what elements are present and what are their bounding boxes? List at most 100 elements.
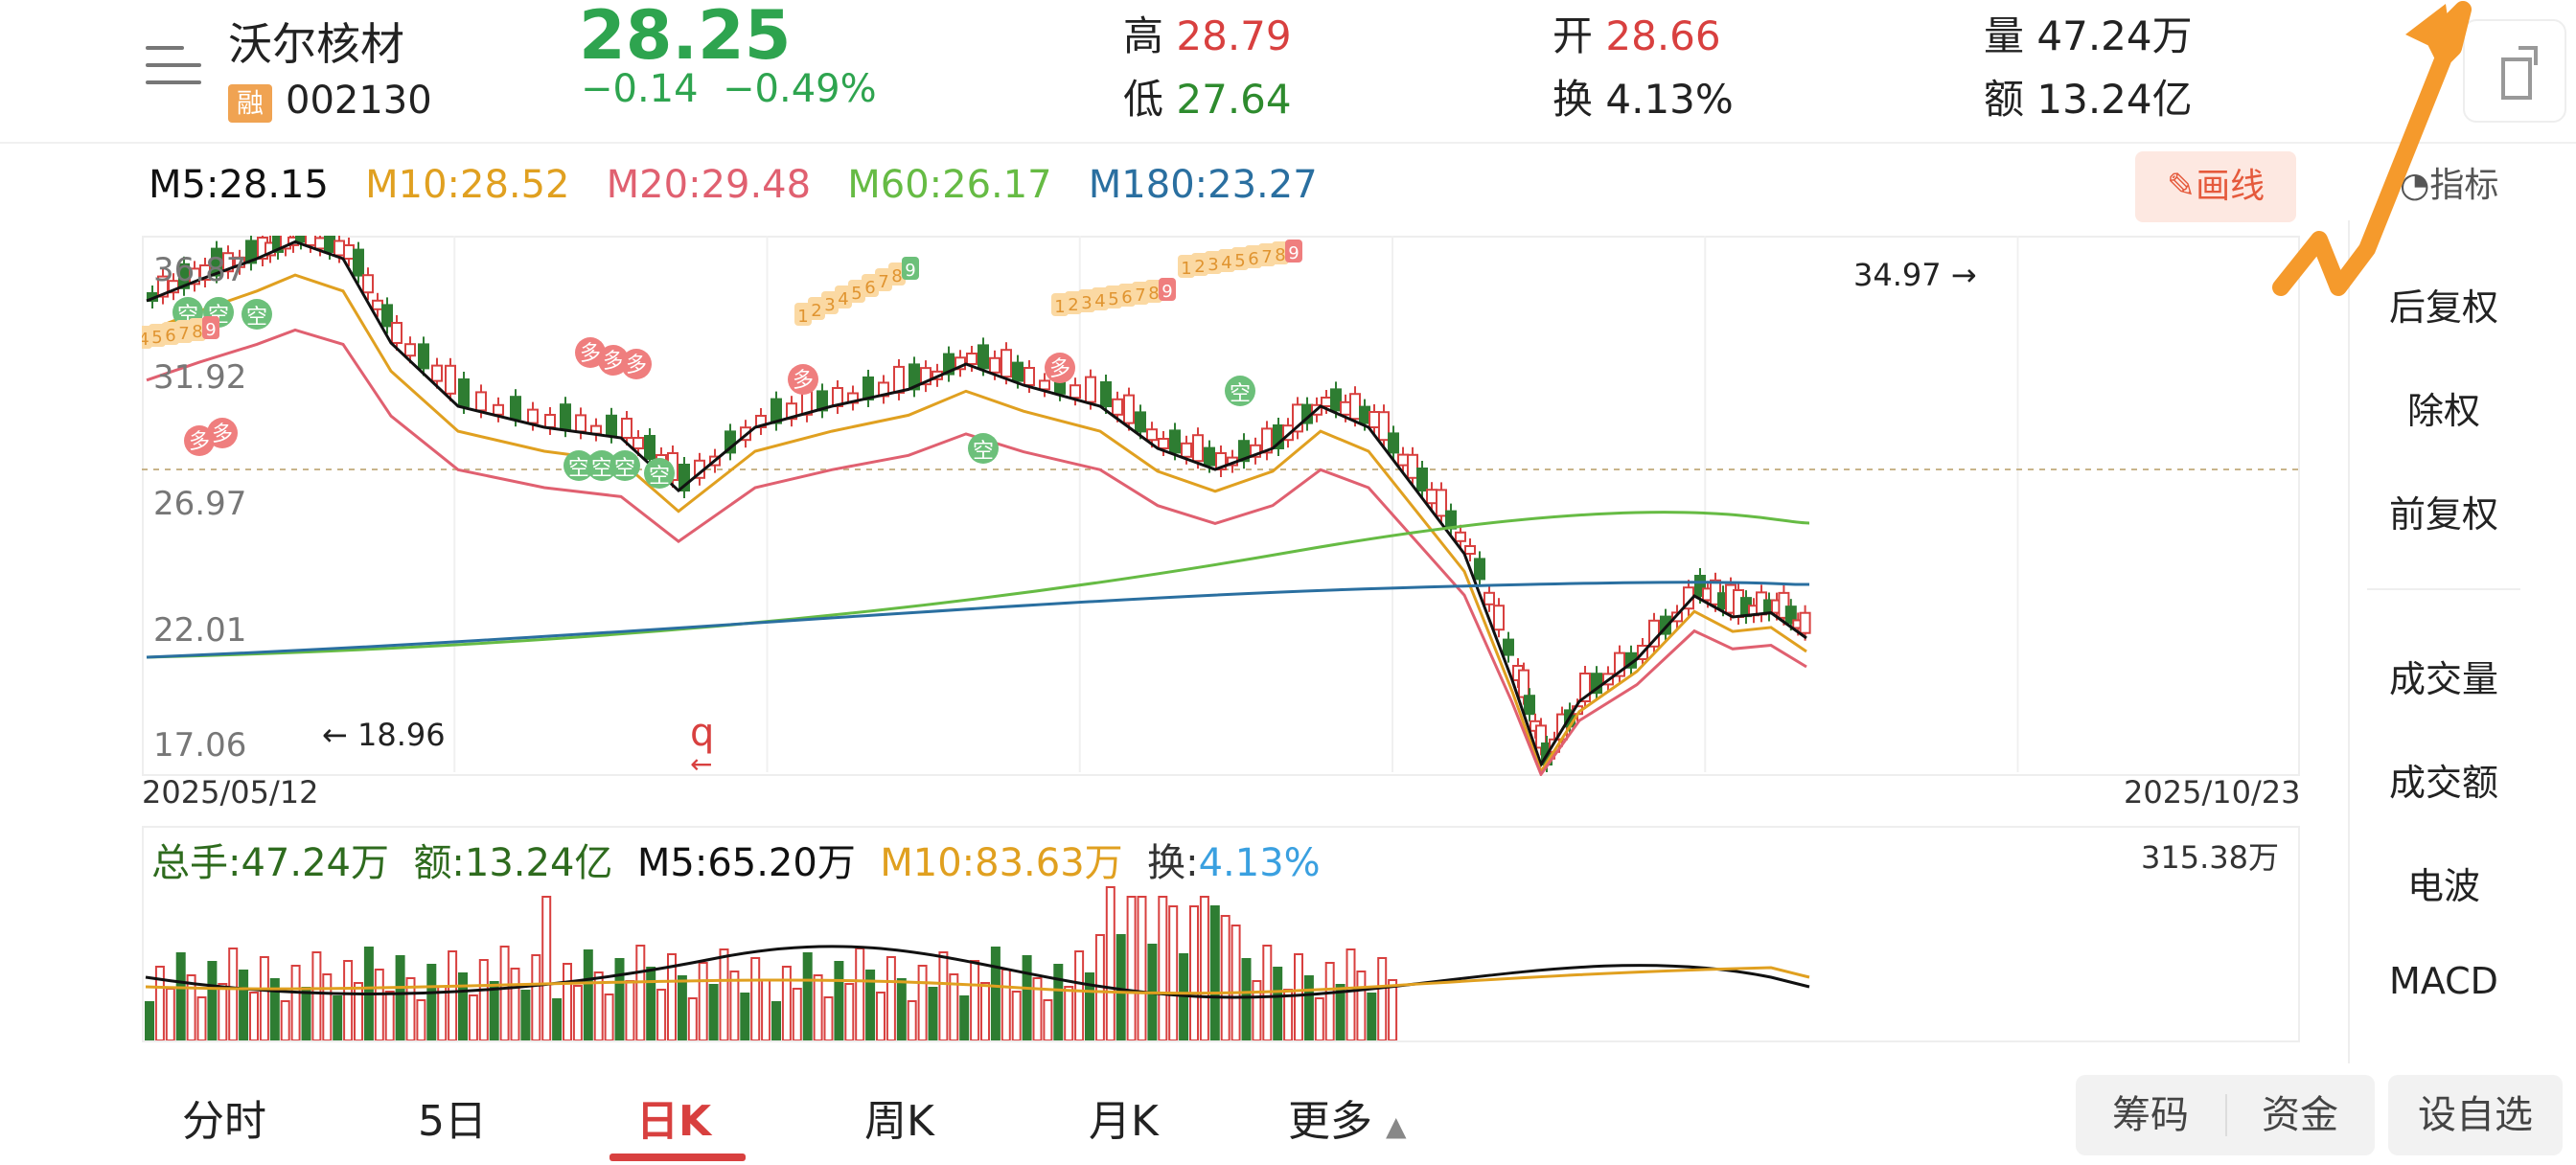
menu-forward-adjust[interactable]: 前复权 (2388, 493, 2498, 536)
kline-chart-frame (142, 236, 2300, 776)
sequence-label: 9 (905, 261, 915, 281)
volume-bar (625, 980, 635, 1040)
candle-body (343, 244, 355, 260)
volume-value: 47.24万 (2036, 12, 2193, 59)
volume-bar (646, 967, 656, 1040)
candle-body (458, 378, 470, 407)
sequence-badge (808, 297, 825, 320)
sequence-badge (1285, 240, 1302, 263)
kong-signal-label: 空 (591, 457, 612, 481)
volume-bar (1273, 967, 1283, 1040)
volume-bar (677, 975, 687, 1040)
kong-signal-label: 空 (246, 306, 267, 330)
candle-body (1368, 411, 1380, 428)
volume-bar (959, 995, 970, 1040)
y-tick-2: 31.92 (153, 358, 247, 397)
kong-signal-bubble (968, 433, 999, 464)
sequence-label: 9 (205, 320, 216, 340)
change-percent: −0.49% (723, 67, 877, 111)
chips-funds-group: 筹码 资金 (2076, 1075, 2375, 1155)
tab-more[interactable]: 更多 ▲ (1288, 1086, 1407, 1148)
kong-signal-bubble (564, 450, 594, 481)
menu-ex-rights[interactable]: 除权 (2406, 390, 2480, 432)
low-marker-value: 18.96 (356, 717, 446, 753)
candle-body (372, 299, 383, 310)
candle-body (1169, 429, 1181, 454)
sequence-badge (1272, 241, 1289, 264)
sequence-badge (835, 286, 852, 308)
ma20-value: M20:29.48 (606, 163, 812, 207)
sequence-label: 8 (1275, 245, 1285, 265)
candle-body (770, 398, 782, 424)
sequence-label: 1 (1181, 259, 1191, 279)
candle-body (1192, 434, 1204, 463)
ma10-line (146, 273, 1807, 775)
sequence-badge (1218, 249, 1235, 272)
sequence-badge (1159, 278, 1176, 301)
volume-bar (458, 972, 468, 1040)
volume-bar (1388, 979, 1398, 1040)
sequence-label: 3 (1081, 293, 1092, 313)
menu-amount[interactable]: 成交额 (2388, 762, 2498, 804)
sequence-badge (1231, 247, 1249, 270)
candle-body (1484, 591, 1495, 605)
volume-bar (1032, 977, 1043, 1040)
candle-body (295, 236, 307, 243)
sequence-badge (202, 316, 219, 339)
tab-timeshare[interactable]: 分时 (182, 1097, 266, 1146)
menu-macd[interactable]: MACD (2389, 960, 2498, 1002)
sequence-label: 7 (1261, 247, 1272, 267)
tab-daily-k[interactable]: 日K (636, 1097, 712, 1146)
sequence-badge (175, 320, 193, 343)
candle-body (1024, 367, 1035, 386)
volume-bar (844, 983, 855, 1040)
volume-label: 量 (1984, 12, 2025, 59)
volume-bar (437, 986, 448, 1040)
header-divider (0, 142, 2576, 144)
volume-bar (1199, 896, 1209, 1040)
volume-bar (656, 989, 667, 1040)
duo-signal-label: 多 (626, 354, 647, 377)
volume-bar (259, 956, 269, 1040)
sequence-label: 1 (1054, 297, 1065, 317)
sequence-label: 6 (1121, 287, 1132, 308)
volume-bar (719, 948, 729, 1040)
volume-bar (687, 997, 698, 1040)
duo-signal-label: 多 (793, 369, 814, 393)
candle-body (493, 403, 504, 416)
menu-volume[interactable]: 成交量 (2388, 658, 2498, 700)
candle-body (222, 252, 234, 273)
landscape-toggle-button[interactable] (2463, 19, 2566, 123)
chips-button[interactable]: 筹码 (2112, 1093, 2189, 1137)
volume-chart[interactable] (142, 881, 2298, 1040)
indicator-label: 指标 (2429, 166, 2499, 205)
candle-body (908, 363, 920, 391)
menu-icon[interactable] (146, 42, 201, 90)
volume-bar (1314, 997, 1324, 1040)
volume-total: 总手:47.24万 (151, 841, 389, 885)
more-label: 更多 (1288, 1097, 1372, 1146)
button-divider (2225, 1094, 2227, 1136)
draw-line-button[interactable]: ✎画线 (2135, 151, 2296, 222)
candle-body (1070, 384, 1081, 400)
date-start: 2025/05/12 (142, 774, 319, 811)
menu-wave[interactable]: 电波 (2406, 865, 2480, 907)
tab-5day[interactable]: 5日 (418, 1097, 487, 1146)
candle-body (404, 343, 416, 357)
duo-signal-bubble (788, 364, 818, 395)
funds-button[interactable]: 资金 (2262, 1093, 2338, 1137)
menu-back-adjust[interactable]: 后复权 (2388, 286, 2498, 329)
candle-body (621, 418, 632, 439)
sequence-badge (1205, 251, 1222, 274)
add-watchlist-button[interactable]: 设自选 (2388, 1075, 2563, 1155)
tab-monthly-k[interactable]: 月K (1089, 1097, 1159, 1146)
tab-weekly-k[interactable]: 周K (864, 1097, 934, 1146)
volume-bar (604, 994, 614, 1040)
volume-bar (448, 950, 458, 1040)
candle-body (431, 364, 443, 382)
sequence-label: 7 (178, 324, 189, 344)
volume-turnover-label: 换: (1147, 841, 1199, 885)
volume-bar (280, 1000, 290, 1040)
volume-bar (311, 951, 322, 1040)
kline-chart[interactable]: 空空空空空空空空空多多多多多多多123456789123456789123456… (142, 236, 2298, 776)
